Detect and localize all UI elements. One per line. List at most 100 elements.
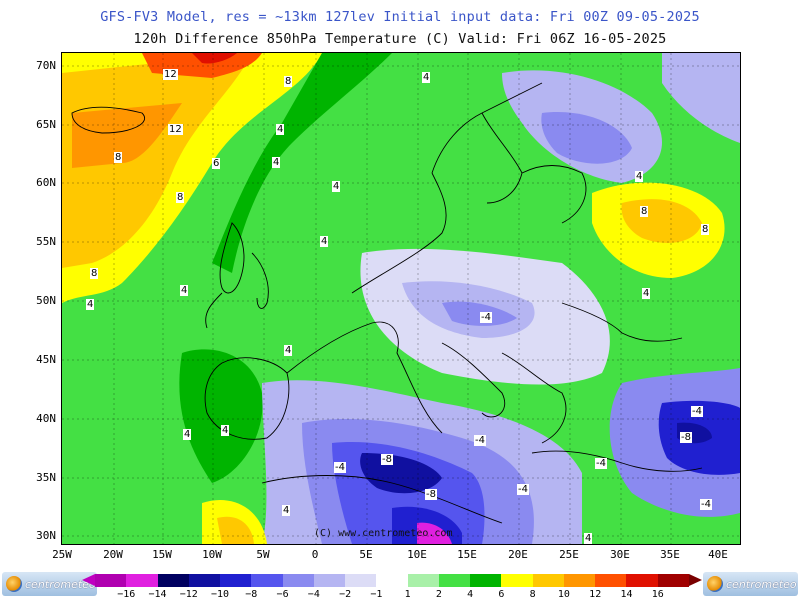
colorbar-swatch bbox=[157, 574, 189, 587]
contour-label: 4 bbox=[183, 429, 192, 440]
colorbar-swatch bbox=[282, 574, 314, 587]
contour-label: 8 bbox=[640, 206, 649, 217]
contour-label: 12 bbox=[168, 124, 183, 135]
colorbar-tick-label: 4 bbox=[467, 589, 474, 600]
colorbar-tick-label: 12 bbox=[589, 589, 602, 600]
colorbar-tick-label: 6 bbox=[498, 589, 505, 600]
colorbar-swatch bbox=[126, 574, 158, 587]
lon-label-35e: 35E bbox=[660, 548, 680, 561]
lon-label-40e: 40E bbox=[708, 548, 728, 561]
contour-label: 4 bbox=[422, 72, 431, 83]
lat-label-40n: 40N bbox=[36, 412, 56, 425]
lon-label-20e: 20E bbox=[508, 548, 528, 561]
contour-label: -4 bbox=[517, 484, 529, 495]
lon-label-20w: 20W bbox=[103, 548, 123, 561]
contour-label: -4 bbox=[480, 312, 492, 323]
lon-label-10e: 10E bbox=[407, 548, 427, 561]
contour-label: 4 bbox=[272, 157, 281, 168]
contour-label: 4 bbox=[584, 533, 593, 544]
map-title-line1: GFS-FV3 Model, res = ~13km 127lev Initia… bbox=[100, 9, 700, 25]
colorbar-swatch bbox=[95, 574, 127, 587]
colorbar-swatch bbox=[345, 574, 377, 587]
lon-label-25w: 25W bbox=[52, 548, 72, 561]
map-field bbox=[62, 53, 740, 544]
contour-label: 4 bbox=[320, 236, 329, 247]
lat-label-60n: 60N bbox=[36, 176, 56, 189]
colorbar-tick-label: −8 bbox=[245, 589, 258, 600]
contour-label: 4 bbox=[332, 181, 341, 192]
colorbar-tick-label: 10 bbox=[557, 589, 570, 600]
lat-label-35n: 35N bbox=[36, 471, 56, 484]
logo-icon bbox=[707, 576, 723, 592]
contour-label: 4 bbox=[86, 299, 95, 310]
colorbar-tick-label: 16 bbox=[651, 589, 664, 600]
lat-label-55n: 55N bbox=[36, 235, 56, 248]
centrometeo-logo-left: centrometeo bbox=[2, 572, 97, 596]
contour-label: 4 bbox=[180, 285, 189, 296]
colorbar-tick-label: 8 bbox=[529, 589, 536, 600]
lat-label-65n: 65N bbox=[36, 118, 56, 131]
contour-label: 4 bbox=[282, 505, 291, 516]
contour-label: 4 bbox=[635, 171, 644, 182]
lon-label-5e: 5E bbox=[359, 548, 373, 561]
colorbar-swatch bbox=[470, 574, 502, 587]
lon-label-30e: 30E bbox=[610, 548, 630, 561]
contour-label: -4 bbox=[334, 462, 346, 473]
colorbar-swatch bbox=[532, 574, 564, 587]
colorbar-tick-label: −10 bbox=[211, 589, 230, 600]
lat-label-70n: 70N bbox=[36, 59, 56, 72]
colorbar-swatch bbox=[376, 574, 408, 587]
colorbar-swatch bbox=[438, 574, 470, 587]
contour-label: 8 bbox=[701, 224, 710, 235]
lon-label-0: 0 bbox=[311, 548, 319, 561]
colorbar-arrow-right bbox=[689, 574, 702, 586]
contour-label: -4 bbox=[595, 458, 607, 469]
lon-label-5w: 5W bbox=[256, 548, 270, 561]
colorbar-tick-label: −1 bbox=[370, 589, 383, 600]
colorbar-tick-label: −2 bbox=[339, 589, 352, 600]
colorbar-swatch bbox=[188, 574, 220, 587]
colorbar-swatch bbox=[595, 574, 627, 587]
lon-label-10w: 10W bbox=[202, 548, 222, 561]
colorbar-tick-label: −6 bbox=[276, 589, 289, 600]
lon-label-15e: 15E bbox=[457, 548, 477, 561]
colorbar-swatch bbox=[657, 574, 689, 587]
colorbar-swatch bbox=[220, 574, 252, 587]
colorbar-swatch bbox=[501, 574, 533, 587]
contour-label: 4 bbox=[276, 124, 285, 135]
contour-label: 4 bbox=[221, 425, 230, 436]
colorbar-swatch bbox=[626, 574, 658, 587]
colorbar-tick-label: −4 bbox=[307, 589, 320, 600]
contour-label: -4 bbox=[474, 435, 486, 446]
lat-label-50n: 50N bbox=[36, 294, 56, 307]
contour-label: 12 bbox=[163, 69, 178, 80]
colorbar-tick-label: 14 bbox=[620, 589, 633, 600]
centrometeo-logo-right: centrometeo bbox=[703, 572, 798, 596]
colorbar-tick-label: −14 bbox=[148, 589, 167, 600]
contour-label: 6 bbox=[212, 158, 221, 169]
contour-label: -4 bbox=[691, 406, 703, 417]
lon-label-25e: 25E bbox=[559, 548, 579, 561]
temperature-difference-map bbox=[61, 52, 741, 545]
logo-icon bbox=[6, 576, 22, 592]
contour-label: 8 bbox=[114, 152, 123, 163]
colorbar-tick-label: 2 bbox=[435, 589, 442, 600]
contour-label: -8 bbox=[425, 489, 437, 500]
lat-label-30n: 30N bbox=[36, 529, 56, 542]
contour-label: 4 bbox=[642, 288, 651, 299]
lon-label-15w: 15W bbox=[152, 548, 172, 561]
contour-label: 8 bbox=[176, 192, 185, 203]
colorbar-tick-label: −12 bbox=[179, 589, 198, 600]
colorbar-swatch bbox=[407, 574, 439, 587]
colorbar-arrow-left bbox=[82, 574, 95, 586]
colorbar-swatch bbox=[563, 574, 595, 587]
contour-label: 8 bbox=[90, 268, 99, 279]
copyright-notice: (C) www.centrometeo.com bbox=[314, 528, 453, 539]
colorbar-swatch bbox=[313, 574, 345, 587]
contour-label: 4 bbox=[284, 345, 293, 356]
contour-label: 8 bbox=[284, 76, 293, 87]
colorbar-swatch bbox=[251, 574, 283, 587]
lat-label-45n: 45N bbox=[36, 353, 56, 366]
contour-label: -8 bbox=[381, 454, 393, 465]
colorbar bbox=[95, 574, 689, 587]
